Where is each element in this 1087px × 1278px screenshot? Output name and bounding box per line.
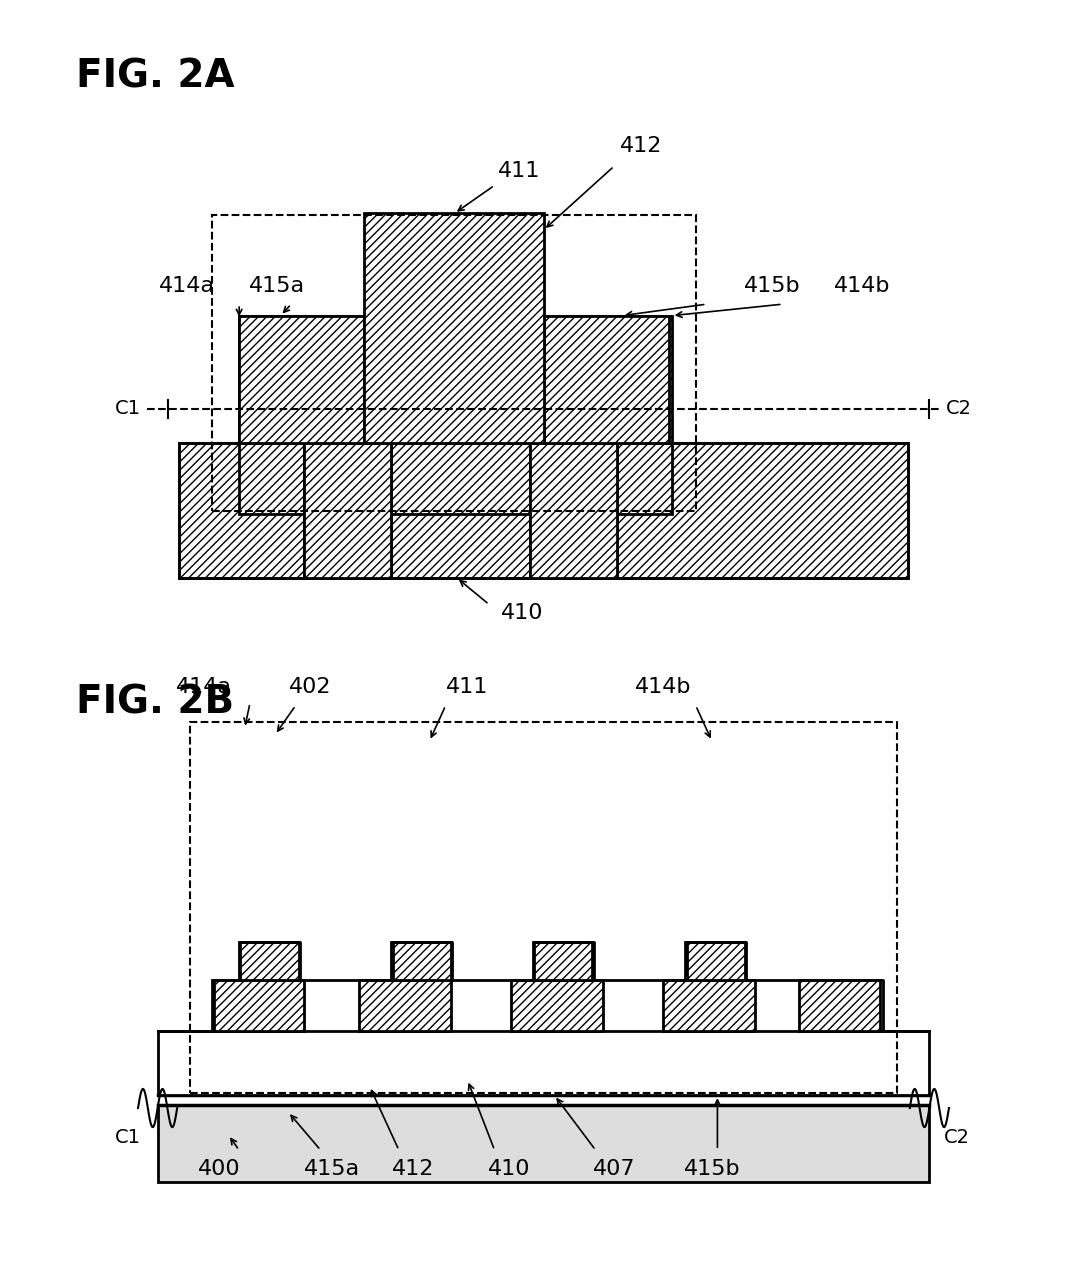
Bar [663, 980, 755, 1031]
Text: 412: 412 [620, 135, 662, 156]
Bar [190, 722, 897, 1093]
Bar [212, 980, 304, 1031]
Text: 414b: 414b [834, 276, 890, 296]
Bar [544, 316, 669, 443]
Bar [239, 316, 672, 514]
Text: 412: 412 [392, 1159, 434, 1180]
Text: 410: 410 [500, 603, 544, 624]
Text: 411: 411 [447, 676, 488, 697]
Text: FIG. 2B: FIG. 2B [76, 684, 234, 722]
Bar [304, 443, 391, 578]
Bar [530, 443, 617, 578]
Bar [391, 942, 451, 980]
Text: 415a: 415a [303, 1159, 360, 1180]
Bar [530, 443, 617, 578]
Bar [799, 980, 880, 1031]
Text: 414b: 414b [635, 676, 691, 697]
Text: 415b: 415b [744, 276, 800, 296]
Text: C1: C1 [115, 1128, 141, 1146]
Bar [511, 980, 603, 1031]
Text: 415b: 415b [684, 1159, 740, 1180]
Bar [533, 942, 592, 980]
Bar [158, 1031, 929, 1095]
Text: C2: C2 [944, 1128, 970, 1146]
Text: C2: C2 [946, 400, 972, 418]
Text: 407: 407 [592, 1159, 636, 1180]
Text: 400: 400 [198, 1159, 241, 1180]
Bar [212, 215, 696, 511]
Bar [304, 443, 391, 578]
Text: 402: 402 [288, 676, 332, 697]
Bar [685, 942, 745, 980]
Bar [364, 213, 544, 443]
Text: C1: C1 [115, 400, 141, 418]
Bar [239, 316, 364, 443]
Bar [239, 942, 299, 980]
Text: 411: 411 [499, 161, 540, 181]
Text: 410: 410 [487, 1159, 530, 1180]
Text: 414a: 414a [176, 676, 233, 697]
Text: 414a: 414a [159, 276, 215, 296]
Bar [158, 1105, 929, 1182]
Bar [359, 980, 451, 1031]
Text: FIG. 2A: FIG. 2A [76, 58, 235, 96]
Bar [179, 443, 908, 578]
Text: 415a: 415a [249, 276, 305, 296]
